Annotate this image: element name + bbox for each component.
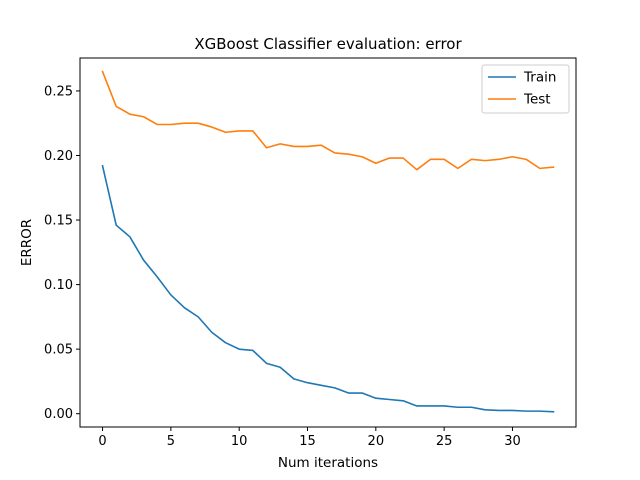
- x-axis-label: Num iterations: [278, 455, 378, 471]
- y-tick-label: 0.00: [44, 407, 73, 422]
- y-tick-label: 0.25: [44, 84, 73, 99]
- x-axis: 0 5 10 15 20 25 30: [98, 427, 521, 449]
- y-tick-label: 0.05: [44, 343, 73, 358]
- y-axis: 0.00 0.05 0.10 0.15 0.20 0.25: [44, 84, 80, 422]
- x-tick-label: 15: [299, 434, 316, 449]
- legend-label-train: Train: [523, 70, 556, 86]
- y-axis-label: ERROR: [19, 219, 35, 266]
- series-line-train: [101, 164, 555, 413]
- x-tick-label: 25: [436, 434, 453, 449]
- x-tick-label: 5: [167, 434, 175, 449]
- x-tick-label: 30: [504, 434, 521, 449]
- x-tick-label: 20: [368, 434, 385, 449]
- x-tick-label: 10: [231, 434, 248, 449]
- y-tick-label: 0.10: [44, 278, 73, 293]
- legend-label-test: Test: [523, 92, 551, 108]
- series-line-test: [101, 70, 555, 171]
- x-tick-label: 0: [98, 434, 106, 449]
- series-layer: [101, 70, 555, 413]
- legend: Train Test: [481, 64, 570, 114]
- chart-title: XGBoost Classifier evaluation: error: [194, 35, 462, 53]
- y-tick-label: 0.20: [44, 149, 73, 164]
- plot-area-frame: [79, 57, 577, 428]
- y-tick-label: 0.15: [44, 214, 73, 229]
